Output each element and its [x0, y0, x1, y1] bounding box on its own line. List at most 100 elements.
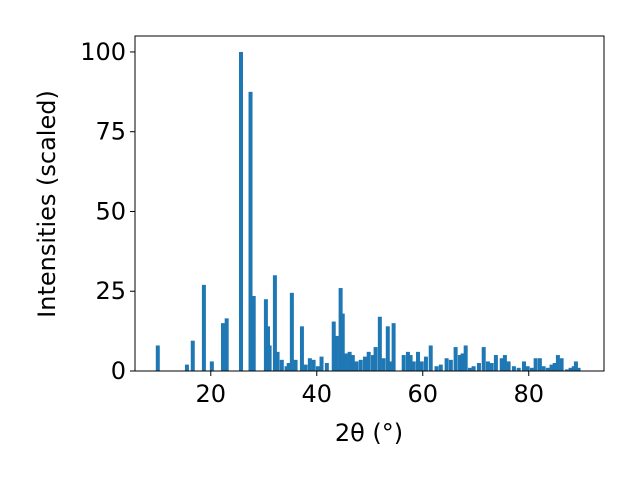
bar — [267, 345, 272, 371]
bar — [576, 367, 581, 371]
bar — [529, 367, 534, 371]
bar — [453, 347, 458, 371]
bar — [303, 364, 308, 371]
bar — [564, 369, 569, 371]
bar — [373, 347, 378, 371]
bar — [502, 355, 507, 371]
bar — [444, 358, 449, 371]
bar — [545, 367, 550, 371]
bar — [408, 355, 413, 371]
bar — [401, 355, 406, 371]
x-tick-label: 40 — [301, 380, 332, 408]
x-tick-label: 60 — [407, 380, 438, 408]
bar — [293, 359, 298, 371]
bar — [279, 359, 284, 371]
y-tick-label: 0 — [111, 357, 126, 385]
bar — [499, 358, 504, 371]
x-axis-label: 2θ (°) — [335, 419, 403, 447]
bar — [334, 335, 339, 371]
bar — [405, 351, 410, 371]
bar — [525, 366, 530, 371]
bar — [415, 351, 420, 371]
bar — [350, 355, 355, 371]
bar — [460, 353, 465, 371]
bar — [224, 318, 229, 371]
y-axis-label: Intensities (scaled) — [33, 90, 61, 318]
bar — [568, 367, 573, 371]
bar — [286, 363, 291, 371]
bar — [338, 288, 343, 371]
bar — [506, 361, 511, 371]
bar — [549, 364, 554, 371]
bar — [155, 345, 160, 371]
bar — [387, 361, 392, 371]
bar — [537, 358, 542, 371]
bar — [354, 361, 359, 371]
bar — [311, 359, 316, 371]
y-tick-label: 50 — [95, 197, 126, 225]
bar — [275, 351, 280, 371]
bar — [463, 345, 468, 371]
bar — [428, 345, 433, 371]
bar — [552, 363, 557, 371]
bar — [238, 51, 243, 371]
bar — [457, 355, 462, 371]
bar — [299, 326, 304, 371]
bar — [511, 366, 516, 371]
bar — [362, 356, 367, 371]
bar — [220, 323, 225, 371]
bar — [331, 321, 336, 371]
bar — [377, 316, 382, 371]
bar — [184, 364, 189, 371]
bar — [190, 340, 195, 371]
bar — [248, 91, 253, 371]
bar — [555, 355, 560, 371]
bar — [438, 364, 443, 371]
bar — [476, 363, 481, 371]
x-tick-label: 20 — [196, 380, 227, 408]
bar — [263, 299, 268, 371]
y-tick-label: 75 — [95, 118, 126, 146]
y-tick-label: 100 — [80, 38, 126, 66]
bar — [391, 323, 396, 371]
bar — [489, 363, 494, 371]
bar — [493, 355, 498, 371]
y-tick-label: 25 — [95, 277, 126, 305]
bar — [481, 347, 486, 371]
bar — [340, 313, 345, 371]
bar — [366, 351, 371, 371]
bar — [471, 366, 476, 371]
bar — [419, 361, 424, 371]
bar — [324, 363, 329, 371]
bar — [319, 356, 324, 371]
bar — [448, 359, 453, 371]
bar — [343, 353, 348, 371]
bar — [272, 275, 277, 371]
bar — [358, 359, 363, 371]
bar — [307, 358, 312, 371]
bar — [411, 361, 416, 371]
bar — [370, 355, 375, 371]
bar — [467, 367, 472, 371]
bar — [201, 284, 206, 371]
bar — [521, 361, 526, 371]
bar — [516, 367, 521, 371]
bar — [423, 356, 428, 371]
bar — [571, 366, 576, 371]
bar — [485, 361, 490, 371]
bar — [284, 366, 289, 371]
bar — [315, 366, 320, 371]
bar — [289, 292, 294, 371]
bar — [541, 366, 546, 371]
bar — [347, 351, 352, 371]
bar — [381, 358, 386, 371]
bar — [573, 361, 578, 371]
bar — [209, 361, 214, 371]
plot-frame — [134, 35, 605, 372]
bar — [559, 358, 564, 371]
bar — [251, 296, 256, 371]
bar — [385, 326, 390, 371]
bar — [533, 358, 538, 371]
x-tick-label: 80 — [513, 380, 544, 408]
